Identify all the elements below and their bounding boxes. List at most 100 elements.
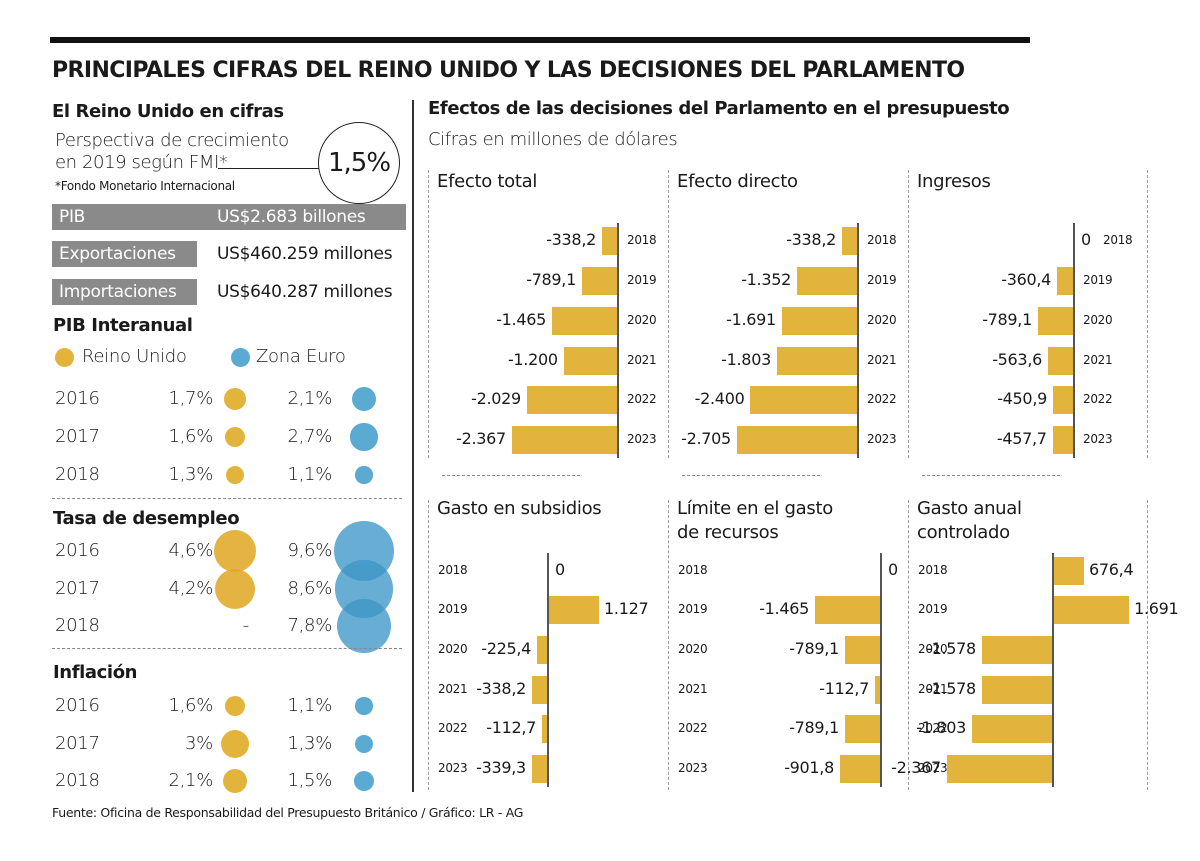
year-label: 2018 xyxy=(867,233,897,247)
stat-importaciones-label: Importaciones xyxy=(52,279,197,305)
row-separator xyxy=(682,475,820,476)
bar xyxy=(981,636,1052,664)
year-label: 2019 xyxy=(438,602,468,616)
year-label: 2022 xyxy=(678,721,708,735)
data-label: -563,6 xyxy=(992,350,1042,369)
euro-bubble xyxy=(350,423,378,451)
panel-separator xyxy=(428,500,429,790)
data-label: -1.578 xyxy=(926,639,976,658)
year-label: 2021 xyxy=(678,682,708,696)
section-divider-1 xyxy=(52,498,402,499)
data-label: -789,1 xyxy=(526,270,576,289)
growth-text-line2: en 2019 según FMI* xyxy=(55,152,228,173)
bar xyxy=(971,715,1052,743)
euro-bubble xyxy=(353,770,375,792)
stat-exportaciones-label: Exportaciones xyxy=(52,241,197,267)
legend-euro-dot xyxy=(231,348,250,367)
year-label: 2019 xyxy=(627,273,657,287)
euro-value: 1,1% xyxy=(287,464,332,485)
bar xyxy=(551,307,617,335)
bar xyxy=(536,636,547,664)
bar xyxy=(1053,557,1084,585)
bar xyxy=(511,426,617,454)
data-label: -360,4 xyxy=(1001,270,1051,289)
bar xyxy=(1047,347,1073,375)
bar xyxy=(981,676,1052,704)
bar xyxy=(1052,426,1073,454)
year-label: 2020 xyxy=(678,642,708,656)
euro-value: 8,6% xyxy=(287,578,332,599)
data-label: -1.352 xyxy=(741,270,791,289)
data-label: 1.127 xyxy=(604,599,649,618)
growth-footnote: *Fondo Monetario Internacional xyxy=(55,179,235,193)
year-label: 2019 xyxy=(678,602,708,616)
column-divider xyxy=(412,100,414,792)
year-label: 2021 xyxy=(627,353,657,367)
data-label: 0 xyxy=(888,560,898,579)
year-label: 2018 xyxy=(678,563,708,577)
year-label: 2022 xyxy=(1083,392,1113,406)
data-label: -1.691 xyxy=(726,310,776,329)
uk-value: 2,1% xyxy=(168,770,213,791)
growth-leader-line xyxy=(218,168,322,170)
uk-bubble xyxy=(220,729,250,759)
stat-pib-label: PIB xyxy=(59,207,86,227)
uk-value: 3% xyxy=(185,733,213,754)
data-label: -225,4 xyxy=(481,639,531,658)
section-divider-2 xyxy=(52,648,402,649)
panel-separator xyxy=(668,500,669,790)
uk-value: 1,3% xyxy=(168,464,213,485)
bar xyxy=(531,755,547,783)
data-label: -339,3 xyxy=(476,758,526,777)
chart-title: Efecto directo xyxy=(677,171,798,192)
right-heading: Efectos de las decisiones del Parlamento… xyxy=(428,98,1010,119)
row-year: 2018 xyxy=(55,615,100,636)
euro-bubble xyxy=(336,598,392,654)
year-label: 2021 xyxy=(918,682,948,696)
data-label: -1.465 xyxy=(759,599,809,618)
bar xyxy=(844,715,880,743)
uk-value: 4,2% xyxy=(168,578,213,599)
year-label: 2023 xyxy=(1083,432,1113,446)
row-separator xyxy=(442,475,580,476)
data-label: -1.200 xyxy=(507,350,558,369)
data-label: 0 xyxy=(555,560,565,579)
bar xyxy=(1037,307,1073,335)
source-note: Fuente: Oficina de Responsabilidad del P… xyxy=(52,805,524,820)
bar xyxy=(531,676,547,704)
data-label: -901,8 xyxy=(784,758,834,777)
row-year: 2017 xyxy=(55,578,100,599)
row-year: 2018 xyxy=(55,464,100,485)
data-label: -789,1 xyxy=(789,718,839,737)
data-label: -338,2 xyxy=(546,230,596,249)
uk-value: 1,6% xyxy=(168,695,213,716)
panel-separator xyxy=(668,170,669,458)
chart-title: controlado xyxy=(917,522,1010,543)
data-label: -112,7 xyxy=(819,679,869,698)
bar xyxy=(874,676,880,704)
stat-pib-value: US$2.683 billones xyxy=(217,207,366,227)
year-label: 2023 xyxy=(627,432,657,446)
uk-value: 4,6% xyxy=(168,540,213,561)
data-label: -1.803 xyxy=(916,718,966,737)
year-label: 2018 xyxy=(918,563,948,577)
bar xyxy=(750,386,857,414)
bar xyxy=(781,307,857,335)
year-label: 2019 xyxy=(867,273,897,287)
data-label: -2.367 xyxy=(891,758,941,777)
uk-bubble xyxy=(223,769,247,793)
year-label: 2023 xyxy=(438,761,468,775)
data-label: 0 xyxy=(1081,230,1091,249)
year-label: 2020 xyxy=(918,642,948,656)
row-separator xyxy=(922,475,1060,476)
data-label: -789,1 xyxy=(789,639,839,658)
euro-value: 1,3% xyxy=(287,733,332,754)
data-label: -338,2 xyxy=(786,230,836,249)
growth-value-circle: 1,5% xyxy=(318,122,400,204)
uk-bubble xyxy=(214,530,256,572)
row-year: 2016 xyxy=(55,540,100,561)
inflacion-heading: Inflación xyxy=(53,662,138,683)
bar xyxy=(1052,386,1073,414)
bar xyxy=(844,636,880,664)
data-label: -2.029 xyxy=(471,389,521,408)
